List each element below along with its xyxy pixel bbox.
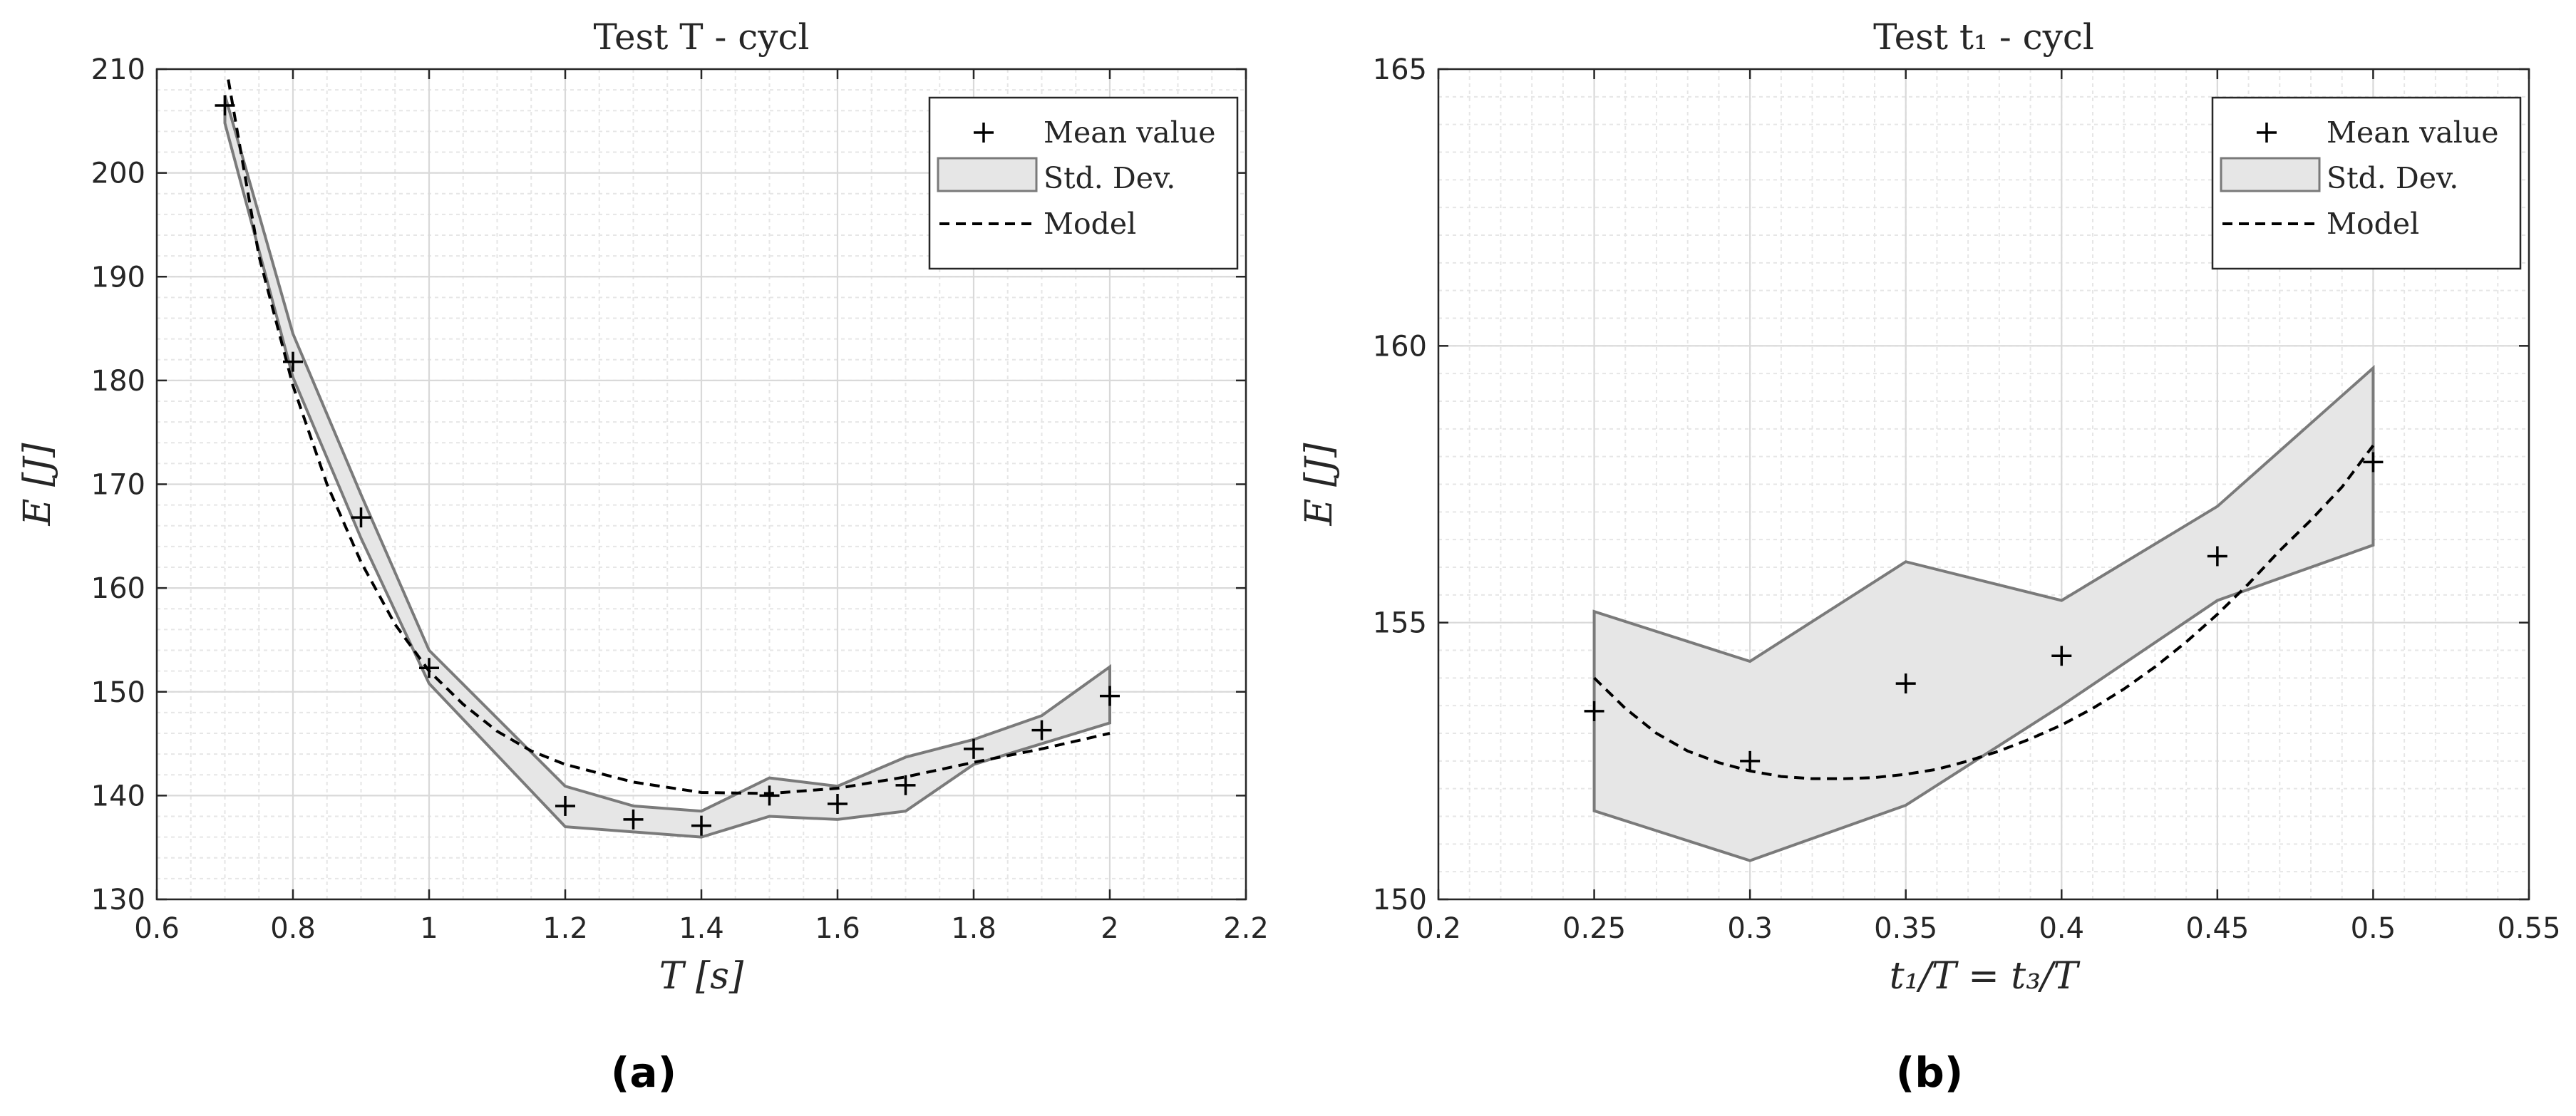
mean-value-point [2363,452,2384,472]
mean-value-point [1584,701,1604,721]
mean-value-point [215,95,235,115]
x-tick-label: 0.45 [2185,912,2249,945]
legend-label-model: Model [2327,207,2419,241]
std-dev-band [1592,364,2375,862]
x-axis-label: t₁/T = t₃/T [1890,955,2081,998]
mean-value-point [759,785,780,806]
mean-value-point [691,815,711,836]
legend: Mean value Std. Dev. Model [2211,96,2522,270]
x-tick-label: 0.5 [2351,912,2396,945]
panel-label-b: (b) [1896,1048,1964,1097]
mean-value-point [351,507,371,528]
mean-value-point [895,775,916,795]
y-axis-label: E [J] [16,443,59,527]
mean-value-point [1895,673,1916,694]
x-tick-label: 0.8 [270,912,316,945]
y-tick-label: 150 [91,676,145,709]
y-tick-label: 140 [91,780,145,812]
y-tick-label: 160 [1373,330,1427,363]
panel-label-a: (a) [611,1048,676,1097]
x-tick-label: 0.4 [2039,912,2084,945]
mean-value-point [283,351,303,372]
y-tick-label: 155 [1373,607,1427,640]
legend-std-dev-swatch [937,157,1038,192]
x-tick-label: 1.8 [951,912,996,945]
x-tick-label: 1.2 [542,912,588,945]
mean-value-point [1031,720,1052,740]
mean-value-point [419,658,439,678]
x-tick-label: 2.2 [1223,912,1269,945]
x-tick-label: 0.35 [1874,912,1937,945]
mean-value-point [1740,750,1761,771]
x-tick-label: 0.6 [134,912,180,945]
x-tick-label: 0.55 [2497,912,2560,945]
chart-title: Test T - cycl [594,16,810,58]
x-tick-label: 0.3 [1727,912,1773,945]
legend-std-dev-swatch [2220,157,2321,192]
mean-value-point [2207,546,2227,567]
y-tick-label: 200 [91,157,145,190]
mean-value-point [964,738,984,759]
y-tick-label: 165 [1373,53,1427,86]
y-tick-label: 210 [91,53,145,86]
y-tick-label: 170 [91,469,145,502]
x-tick-label: 1.6 [815,912,860,945]
y-tick-label: 180 [91,365,145,398]
mean-value-point [828,794,847,815]
x-tick-label: 1.4 [679,912,724,945]
mean-value-point [1100,686,1120,706]
legend-label-mean: Mean value [1044,115,1216,150]
mean-value-point [2051,646,2072,666]
chart-title: Test t₁ - cycl [1873,16,2094,58]
x-tick-label: 1 [420,912,438,945]
x-tick-label: 0.25 [1562,912,1626,945]
x-axis-label: T [s] [659,955,744,998]
y-tick-label: 190 [91,261,145,294]
chart-a: 0.6 0.8 1 1.2 1.4 1.6 1.8 2 2.2 130 140 150 160 170 18… [16,16,1269,998]
y-axis-label: E [J] [1298,443,1341,527]
y-tick-label: 130 [91,884,145,916]
y-tick-label: 150 [1373,884,1427,916]
x-tick-label: 0.2 [1416,912,1461,945]
legend-label-model: Model [1044,207,1136,241]
x-tick-label: 2 [1101,912,1118,945]
model-curve [227,79,1111,795]
legend-label-std-dev: Std. Dev. [1044,161,1175,195]
plot-box [1437,68,2530,901]
std-dev-band [223,94,1111,839]
mean-value-point [623,809,644,830]
mean-value-point [555,795,575,816]
legend: Mean value Std. Dev. Model [928,96,1239,270]
chart-b: 0.2 0.25 0.3 0.35 0.4 0.45 0.5 0.55 150 155 160 165… [1298,16,2561,998]
legend-label-mean: Mean value [2327,115,2499,150]
legend-label-std-dev: Std. Dev. [2327,161,2458,195]
y-tick-label: 160 [91,572,145,605]
